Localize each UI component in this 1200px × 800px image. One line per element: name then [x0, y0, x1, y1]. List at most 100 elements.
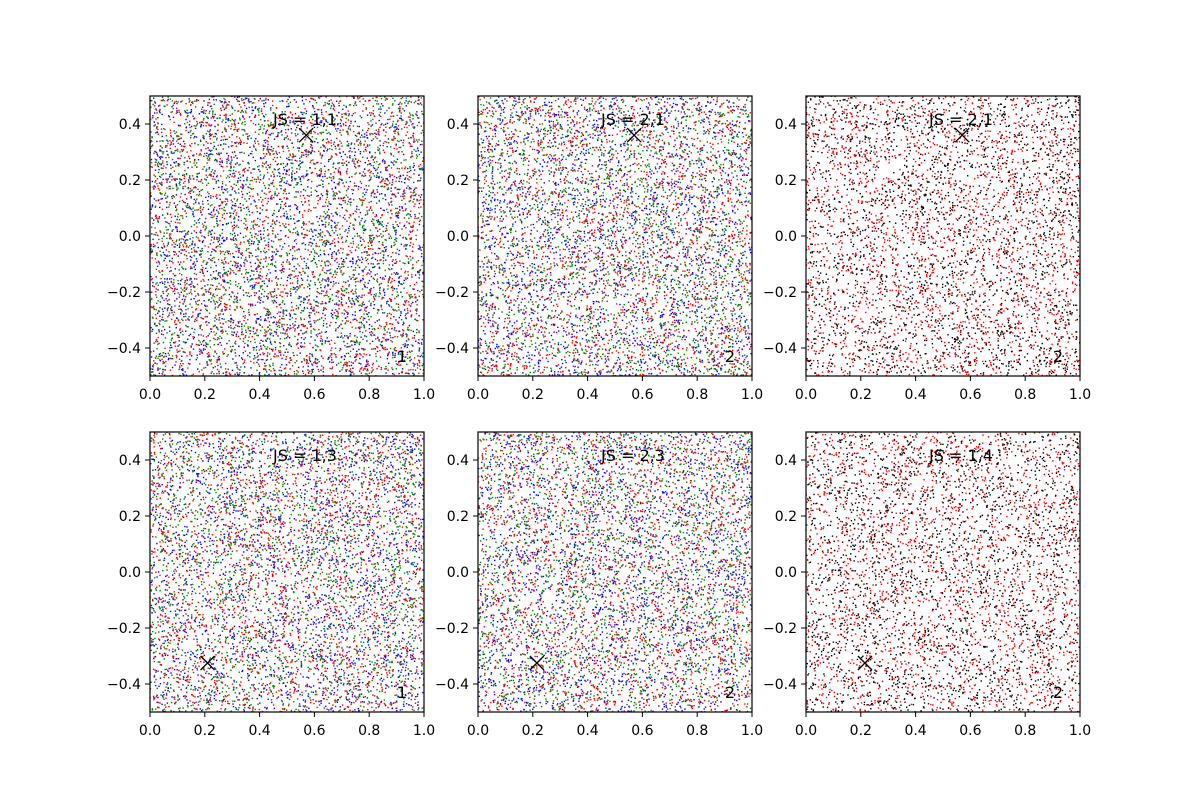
data-point — [359, 240, 362, 242]
data-point — [355, 318, 357, 320]
data-point — [233, 216, 236, 218]
data-point — [394, 229, 396, 231]
data-point — [286, 217, 288, 220]
data-point — [404, 237, 407, 239]
data-point — [398, 140, 400, 143]
data-point — [205, 168, 208, 171]
data-point — [309, 288, 311, 290]
data-point — [343, 309, 346, 311]
data-point — [267, 200, 269, 203]
data-point — [178, 368, 180, 371]
data-point — [217, 241, 219, 243]
data-point — [383, 327, 386, 330]
data-point — [303, 342, 306, 344]
data-point — [194, 251, 196, 253]
data-point — [201, 111, 204, 113]
data-point — [303, 358, 305, 360]
data-point — [265, 340, 268, 342]
data-point — [362, 225, 364, 227]
data-point — [394, 129, 396, 131]
data-point — [268, 310, 270, 313]
data-point — [233, 119, 235, 122]
data-point — [390, 152, 392, 155]
data-point — [266, 348, 268, 350]
data-point — [308, 312, 311, 314]
data-point — [382, 262, 385, 265]
data-point — [299, 163, 302, 165]
data-point — [224, 143, 227, 145]
data-point — [185, 288, 187, 291]
data-point — [278, 123, 280, 126]
data-point — [291, 159, 293, 161]
data-point — [302, 366, 304, 368]
data-point — [239, 119, 241, 121]
data-point — [154, 150, 156, 153]
data-point — [243, 222, 245, 225]
data-point — [349, 260, 351, 263]
data-point — [328, 269, 330, 272]
data-point — [179, 143, 181, 146]
data-point — [287, 351, 289, 353]
data-point — [325, 280, 327, 282]
data-point — [175, 140, 178, 142]
data-point — [299, 352, 301, 354]
data-point — [393, 147, 395, 150]
data-point — [249, 275, 252, 277]
data-point — [204, 285, 206, 287]
data-point — [365, 365, 368, 368]
data-point — [344, 153, 346, 156]
data-point — [154, 181, 156, 183]
data-point — [195, 303, 198, 305]
data-point — [163, 328, 166, 331]
data-point — [355, 185, 358, 187]
data-point — [224, 348, 226, 350]
data-point — [240, 333, 243, 336]
data-point — [209, 110, 211, 112]
data-point — [181, 289, 184, 291]
data-point — [208, 258, 210, 260]
data-point — [346, 316, 349, 318]
data-point — [388, 305, 391, 307]
data-point — [234, 163, 237, 165]
data-point — [392, 193, 394, 196]
data-point — [382, 336, 384, 339]
data-point — [366, 258, 369, 260]
data-point — [333, 197, 336, 199]
data-point — [285, 182, 288, 184]
data-point — [278, 192, 280, 194]
data-point — [233, 256, 235, 258]
data-point — [358, 295, 360, 297]
data-point — [216, 318, 218, 321]
data-point — [242, 204, 244, 206]
data-point — [205, 263, 208, 265]
data-point — [236, 98, 238, 101]
data-point — [319, 121, 321, 123]
data-point — [410, 314, 413, 317]
data-point — [162, 360, 164, 363]
data-point — [361, 303, 364, 306]
data-point — [384, 112, 386, 114]
data-point — [352, 348, 354, 350]
data-point — [306, 234, 308, 237]
data-point — [197, 246, 199, 249]
data-point — [185, 313, 187, 315]
data-point — [409, 244, 411, 247]
data-point — [320, 232, 322, 234]
data-point — [377, 346, 379, 349]
data-point — [207, 104, 209, 106]
data-point — [189, 291, 192, 293]
data-point — [331, 353, 333, 355]
data-point — [384, 368, 386, 370]
data-point — [242, 333, 244, 336]
data-point — [194, 243, 196, 245]
data-point — [274, 261, 277, 263]
data-point — [205, 343, 208, 345]
data-point — [275, 121, 277, 124]
data-point — [185, 341, 188, 344]
data-point — [298, 176, 300, 178]
data-point — [223, 253, 226, 256]
data-point — [239, 139, 242, 141]
data-point — [265, 314, 267, 317]
data-point — [291, 258, 294, 261]
data-point — [158, 329, 160, 331]
